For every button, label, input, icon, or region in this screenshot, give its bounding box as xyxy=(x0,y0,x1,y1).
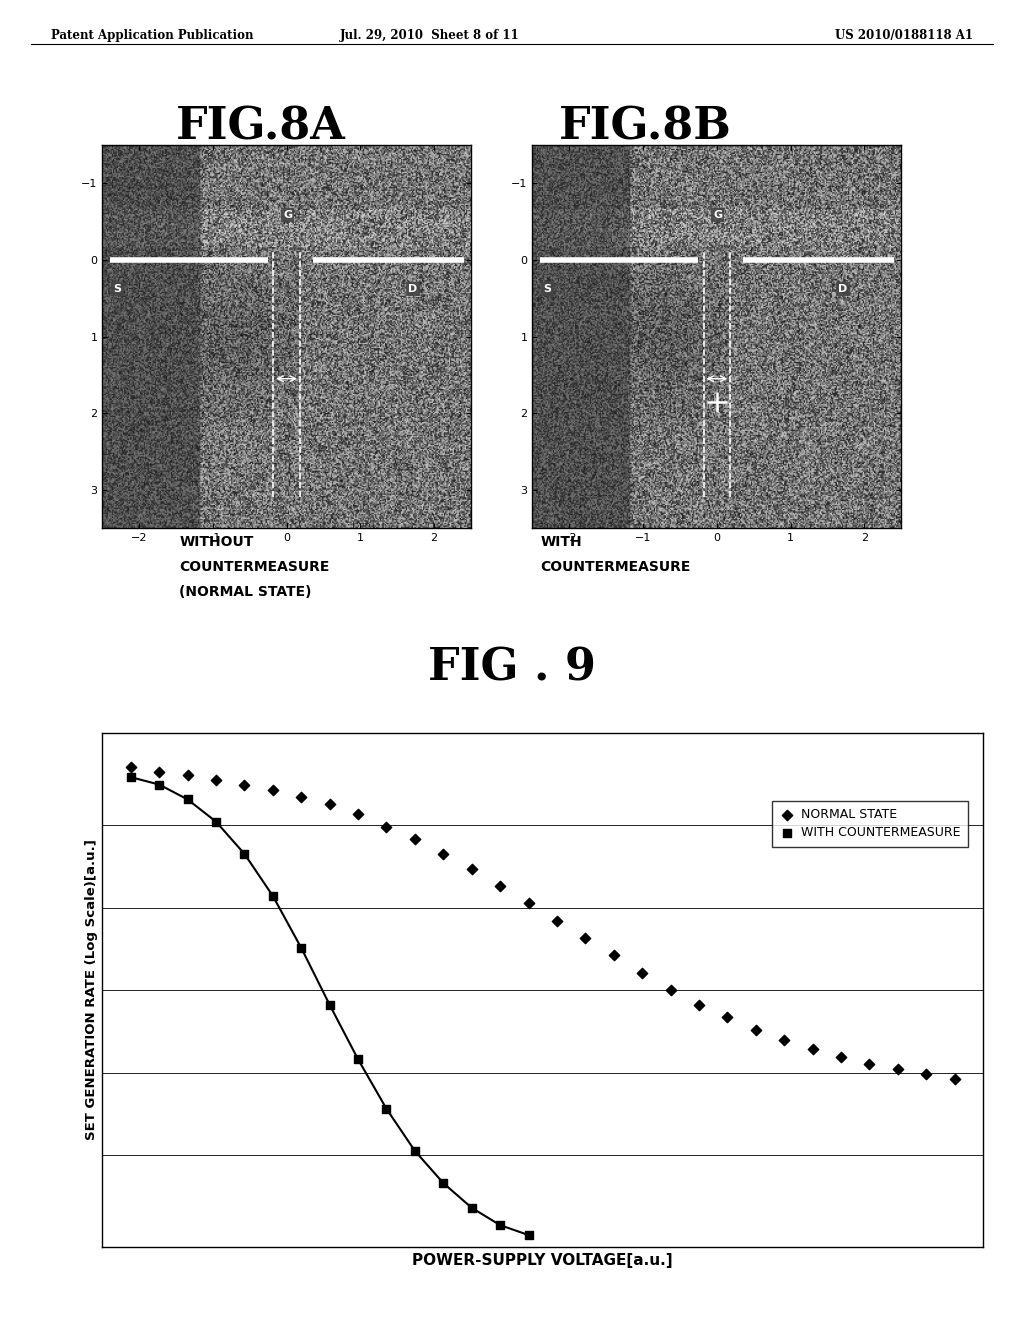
NORMAL STATE xyxy=(407,829,423,850)
NORMAL STATE xyxy=(208,770,224,791)
NORMAL STATE xyxy=(946,1069,963,1090)
NORMAL STATE xyxy=(634,962,650,983)
Text: COUNTERMEASURE: COUNTERMEASURE xyxy=(541,560,691,574)
WITH COUNTERMEASURE xyxy=(123,767,139,788)
NORMAL STATE xyxy=(691,994,708,1015)
WITH COUNTERMEASURE xyxy=(208,810,224,832)
WITH COUNTERMEASURE xyxy=(492,1214,508,1236)
WITH COUNTERMEASURE xyxy=(520,1225,537,1246)
NORMAL STATE xyxy=(578,928,594,949)
NORMAL STATE xyxy=(237,774,253,795)
NORMAL STATE xyxy=(264,779,281,800)
Legend: NORMAL STATE, WITH COUNTERMEASURE: NORMAL STATE, WITH COUNTERMEASURE xyxy=(772,801,968,846)
Text: WITHOUT: WITHOUT xyxy=(179,535,254,549)
Text: FIG.8A: FIG.8A xyxy=(176,106,346,149)
NORMAL STATE xyxy=(890,1059,906,1080)
NORMAL STATE xyxy=(435,843,452,865)
NORMAL STATE xyxy=(123,756,139,777)
NORMAL STATE xyxy=(605,945,622,966)
NORMAL STATE xyxy=(378,816,394,837)
NORMAL STATE xyxy=(293,787,309,808)
WITH COUNTERMEASURE xyxy=(435,1172,452,1193)
WITH COUNTERMEASURE xyxy=(407,1140,423,1162)
Text: FIG.8B: FIG.8B xyxy=(559,106,731,149)
WITH COUNTERMEASURE xyxy=(264,886,281,907)
NORMAL STATE xyxy=(748,1019,764,1040)
WITH COUNTERMEASURE xyxy=(151,774,167,795)
Text: G: G xyxy=(283,210,292,220)
WITH COUNTERMEASURE xyxy=(322,994,338,1015)
NORMAL STATE xyxy=(719,1007,735,1028)
NORMAL STATE xyxy=(805,1039,821,1060)
WITH COUNTERMEASURE xyxy=(378,1098,394,1119)
Text: US 2010/0188118 A1: US 2010/0188118 A1 xyxy=(835,29,973,42)
NORMAL STATE xyxy=(861,1053,878,1074)
Text: S: S xyxy=(544,284,552,294)
NORMAL STATE xyxy=(776,1030,793,1051)
Text: WITH: WITH xyxy=(541,535,583,549)
NORMAL STATE xyxy=(350,804,367,825)
Text: S: S xyxy=(114,284,122,294)
X-axis label: POWER-SUPPLY VOLTAGE[a.u.]: POWER-SUPPLY VOLTAGE[a.u.] xyxy=(413,1253,673,1269)
WITH COUNTERMEASURE xyxy=(350,1048,367,1069)
Text: Jul. 29, 2010  Sheet 8 of 11: Jul. 29, 2010 Sheet 8 of 11 xyxy=(340,29,520,42)
WITH COUNTERMEASURE xyxy=(293,937,309,958)
NORMAL STATE xyxy=(151,762,167,783)
NORMAL STATE xyxy=(322,793,338,814)
NORMAL STATE xyxy=(179,764,196,785)
Text: G: G xyxy=(713,210,722,220)
NORMAL STATE xyxy=(549,911,565,932)
Text: FIG . 9: FIG . 9 xyxy=(428,647,596,690)
NORMAL STATE xyxy=(520,892,537,913)
WITH COUNTERMEASURE xyxy=(179,789,196,810)
Y-axis label: SET GENERATION RATE (Log Scale)[a.u.]: SET GENERATION RATE (Log Scale)[a.u.] xyxy=(85,840,98,1140)
Text: D: D xyxy=(409,284,418,294)
NORMAL STATE xyxy=(663,979,679,1001)
WITH COUNTERMEASURE xyxy=(464,1197,480,1218)
Text: (NORMAL STATE): (NORMAL STATE) xyxy=(179,585,311,599)
NORMAL STATE xyxy=(464,858,480,879)
NORMAL STATE xyxy=(833,1047,849,1068)
Text: COUNTERMEASURE: COUNTERMEASURE xyxy=(179,560,330,574)
Text: Patent Application Publication: Patent Application Publication xyxy=(51,29,254,42)
NORMAL STATE xyxy=(919,1064,935,1085)
Text: D: D xyxy=(839,284,848,294)
NORMAL STATE xyxy=(492,875,508,896)
WITH COUNTERMEASURE xyxy=(237,843,253,865)
